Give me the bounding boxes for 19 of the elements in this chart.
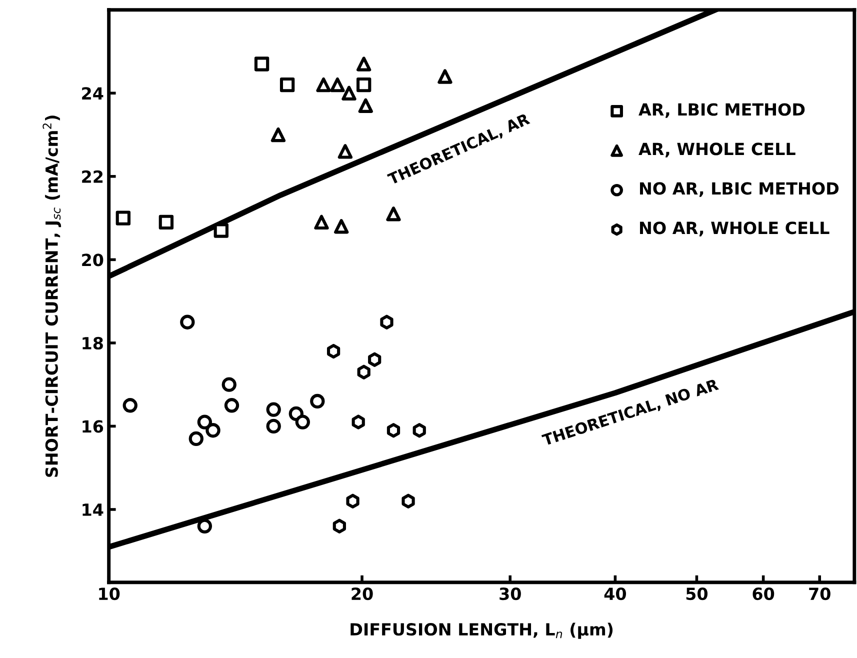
- y-tick-label: 18: [82, 336, 103, 350]
- y-tick-label: 14: [82, 504, 104, 516]
- x-tick-label: 50: [686, 587, 708, 600]
- x-tick-label: 40: [604, 587, 626, 600]
- x-tick-label: 70: [809, 587, 830, 600]
- x-tick-label: 60: [752, 587, 774, 600]
- x-axis-title: DIFFUSION LENGTH, L$_{n}$ (μm): [350, 622, 613, 639]
- x-tick-label: 30: [500, 587, 521, 600]
- x-tick-label: 20: [352, 587, 373, 600]
- y-tick-label: 20: [82, 254, 104, 266]
- y-axis-title: SHORT-CIRCUIT CURRENT, J$_{sc}$ (mA/cm$^{2}$): [42, 116, 62, 477]
- legend-label: NO AR, LBIC METHOD: [640, 182, 839, 197]
- legend-label: NO AR, WHOLE CELL: [640, 222, 830, 236]
- y-tick-label: 22: [82, 170, 103, 183]
- legend-label: AR, LBIC METHOD: [638, 103, 805, 118]
- x-tick-label: 10: [99, 587, 120, 600]
- legend-label: AR, WHOLE CELL: [638, 142, 796, 158]
- y-tick-label: 16: [82, 420, 104, 433]
- y-tick-label: 24: [82, 87, 104, 100]
